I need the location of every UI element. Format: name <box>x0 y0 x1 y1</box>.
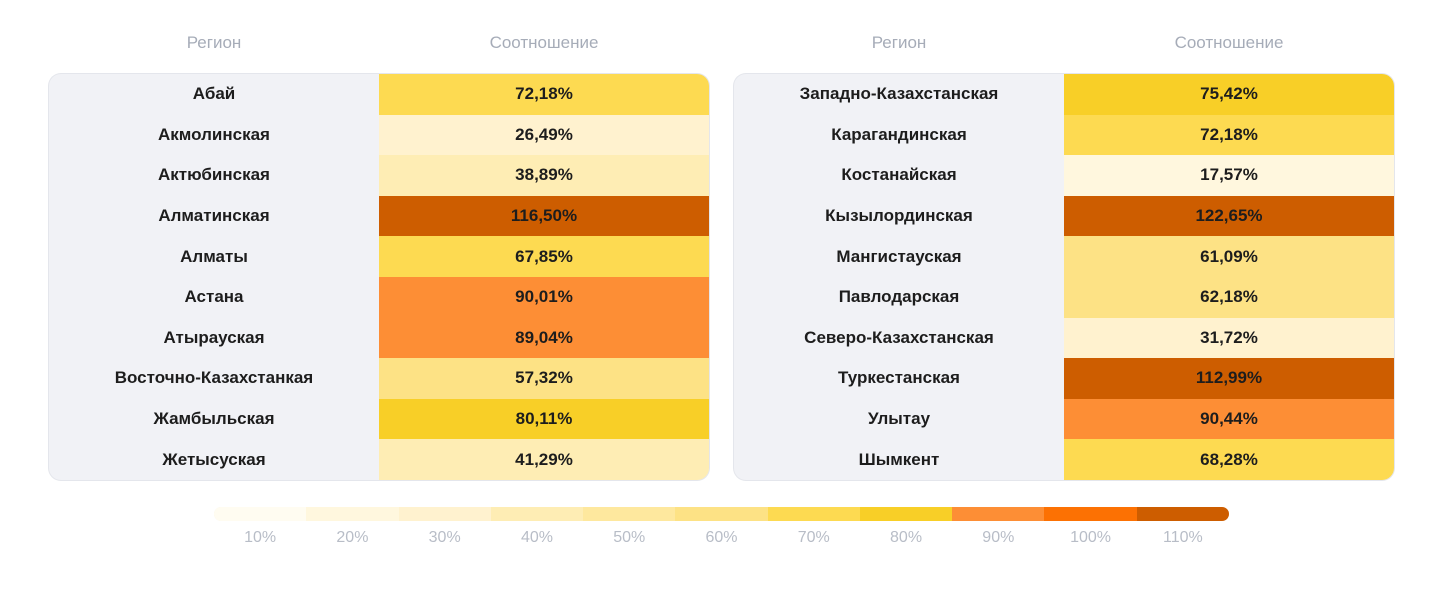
color-scale-tick-label: 50% <box>613 529 646 546</box>
color-scale-segment <box>859 507 953 521</box>
table-row: Астана 90,01% <box>49 277 709 318</box>
table-row: Алматы 67,85% <box>49 236 709 277</box>
header-region-left: Регион <box>186 33 242 52</box>
color-scale-tick-label: 60% <box>705 529 738 546</box>
ratio-cell: 17,57% <box>1064 155 1394 196</box>
ratio-cell: 72,18% <box>1064 114 1394 156</box>
color-scale-tick-label: 10% <box>244 529 277 546</box>
color-scale-segment <box>1044 507 1137 521</box>
ratio-cell: 116,50% <box>379 195 709 237</box>
color-scale-segment <box>583 507 676 521</box>
region-cell: Мангистауская <box>836 246 962 266</box>
color-scale-tick-label: 40% <box>520 529 553 546</box>
ratio-cell: 72,18% <box>379 74 709 115</box>
table-row: Улытау 90,44% <box>734 398 1394 440</box>
table-right: Западно-Казахстанская 75,42% Карагандинска… <box>734 74 1394 480</box>
region-cell: Абай <box>192 84 236 104</box>
table-row: Акмолинская 26,49% <box>49 114 709 156</box>
ratio-cell: 112,99% <box>1064 358 1394 399</box>
table-row: Северо-Казахстанская 31,72% <box>734 317 1394 359</box>
ratio-cell: 31,72% <box>1064 317 1394 359</box>
ratio-cell: 26,49% <box>379 114 709 156</box>
color-scale-bar <box>214 507 1229 521</box>
ratio-cell: 38,89% <box>379 155 709 196</box>
ratio-cell: 67,85% <box>379 236 709 277</box>
ratio-cell: 68,28% <box>1064 439 1394 480</box>
ratio-cell: 75,42% <box>1064 74 1394 115</box>
region-cell: Западно-Казахстанская <box>799 84 999 104</box>
table-row: Жамбыльская 80,11% <box>49 398 709 440</box>
table-row: Восточно-Казахстанкая 57,32% <box>49 358 709 399</box>
ratio-cell: 122,65% <box>1064 195 1394 237</box>
header-ratio-right: Соотношение <box>1174 33 1284 52</box>
header-ratio-left: Соотношение <box>489 33 599 52</box>
region-cell: Актюбинская <box>158 165 270 185</box>
region-cell: Астана <box>184 287 244 307</box>
color-scale-segment <box>952 507 1045 521</box>
region-cell: Алматы <box>180 246 248 266</box>
color-scale-tick-label: 110% <box>1162 529 1203 546</box>
color-scale-tick-label: 80% <box>890 529 923 546</box>
region-cell: Шымкент <box>858 449 940 469</box>
region-cell: Павлодарская <box>838 287 960 307</box>
color-scale-segment <box>398 507 491 521</box>
ratio-cell: 41,29% <box>379 439 709 480</box>
ratio-cell: 61,09% <box>1064 236 1394 277</box>
region-cell: Алматинская <box>158 206 270 226</box>
table-left: Абай 72,18% Акмолинская 26,49% Актюбинская 38… <box>49 74 709 480</box>
color-scale-tick-label: 100% <box>1070 529 1112 546</box>
region-cell: Карагандинская <box>831 124 967 144</box>
table-row: Жетысуская 41,29% <box>49 439 709 480</box>
color-scale-tick-label: 20% <box>336 529 369 546</box>
table-row: Костанайская 17,57% <box>734 155 1394 196</box>
color-scale-tick-label: 70% <box>797 529 830 546</box>
ratio-cell: 62,18% <box>1064 277 1394 318</box>
region-cell: Кызылординская <box>825 206 973 226</box>
ratio-cell: 90,44% <box>1064 398 1394 440</box>
table-row: Кызылординская 122,65% <box>734 195 1394 237</box>
table-row: Шымкент 68,28% <box>734 439 1394 480</box>
header-region-right: Регион <box>871 33 927 52</box>
ratio-cell: 80,11% <box>379 398 709 440</box>
color-scale-segment <box>1136 507 1229 521</box>
table-row: Мангистауская 61,09% <box>734 236 1394 277</box>
table-row: Алматинская 116,50% <box>49 195 709 237</box>
color-scale-segment <box>490 507 584 521</box>
region-cell: Костанайская <box>841 165 957 185</box>
table-row: Абай 72,18% <box>49 74 709 115</box>
color-scale-segment <box>675 507 768 521</box>
table-row: Карагандинская 72,18% <box>734 114 1394 156</box>
table-row: Актюбинская 38,89% <box>49 155 709 196</box>
ratio-cell: 90,01% <box>379 277 709 318</box>
color-scale-tick-label: 30% <box>428 529 461 546</box>
table-row: Западно-Казахстанская 75,42% <box>734 74 1394 115</box>
region-cell: Атырауская <box>163 327 265 347</box>
region-cell: Восточно-Казахстанкая <box>114 368 314 388</box>
table-row: Павлодарская 62,18% <box>734 277 1394 318</box>
table-row: Туркестанская 112,99% <box>734 358 1394 399</box>
color-scale-segment <box>306 507 399 521</box>
table-row: Атырауская 89,04% <box>49 317 709 359</box>
ratio-cell: 57,32% <box>379 358 709 399</box>
region-cell: Акмолинская <box>158 124 270 144</box>
region-cell: Туркестанская <box>838 368 960 388</box>
region-cell: Северо-Казахстанская <box>804 327 994 347</box>
color-scale-segment <box>767 507 860 521</box>
region-cell: Жетысуская <box>162 449 266 469</box>
color-scale-tick-label: 90% <box>982 529 1015 546</box>
region-cell: Улытау <box>867 409 931 429</box>
region-cell: Жамбыльская <box>153 409 275 429</box>
ratio-cell: 89,04% <box>379 317 709 359</box>
color-scale-segment <box>214 507 307 521</box>
